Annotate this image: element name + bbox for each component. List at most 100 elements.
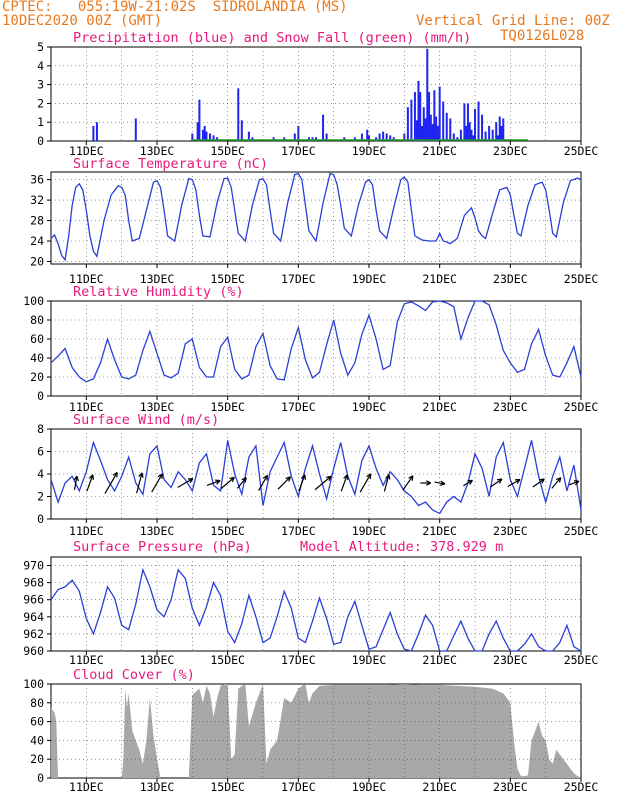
precip-bar — [502, 118, 505, 141]
y-tick-label: 0 — [37, 512, 44, 526]
y-tick-label: 60 — [30, 332, 44, 346]
cloud-cover-area — [51, 684, 581, 778]
precip-bar — [456, 137, 459, 141]
precip-bar — [368, 135, 370, 141]
wind-arrow — [86, 474, 94, 492]
series-line — [50, 300, 582, 383]
x-tick-label: 11DEC — [69, 524, 104, 538]
precip-bar — [496, 135, 499, 141]
wind-arrow — [277, 476, 291, 490]
precip-bar — [212, 135, 215, 141]
x-tick-label: 25DEC — [564, 272, 599, 286]
precip-bar — [325, 133, 328, 141]
wind-arrow — [73, 475, 79, 490]
precip-bar — [201, 129, 204, 141]
precip-bar — [198, 99, 201, 141]
x-tick-label: 19DEC — [352, 653, 387, 667]
y-tick-label: 100 — [23, 677, 44, 691]
wind-arrow — [220, 476, 235, 490]
y-tick-label: 20 — [30, 254, 44, 268]
y-tick-label: 3 — [37, 78, 44, 92]
x-tick-label: 23DEC — [493, 400, 528, 414]
x-tick-label: 13DEC — [140, 400, 175, 414]
series-line — [50, 172, 582, 262]
precip-bar — [438, 86, 441, 141]
precip-bar — [283, 137, 286, 141]
x-tick-label: 19DEC — [352, 524, 387, 538]
plot-frame — [50, 556, 582, 652]
precip-bar — [272, 137, 275, 141]
y-tick-label: 966 — [23, 593, 44, 607]
precip-bar — [382, 131, 385, 141]
precip-bar — [436, 125, 439, 141]
precip-bar — [465, 125, 468, 141]
precip-bar — [481, 114, 484, 141]
x-tick-label: 13DEC — [140, 144, 175, 158]
y-tick-label: 28 — [30, 214, 44, 228]
x-tick-label: 21DEC — [422, 653, 457, 667]
precip-bar — [385, 133, 388, 141]
precip-bar — [353, 137, 356, 141]
precip-bar — [422, 107, 425, 141]
x-tick-label: 23DEC — [493, 780, 528, 794]
precip-bar — [343, 137, 346, 141]
precip-bar — [311, 137, 314, 141]
y-tick-label: 40 — [30, 351, 44, 365]
panel-annotation: Model Altitude: 378.929 m — [300, 539, 503, 555]
y-tick-label: 80 — [30, 696, 44, 710]
x-tick-label: 13DEC — [140, 653, 175, 667]
header-grid-note: Vertical Grid Line: 00Z — [416, 13, 610, 29]
wind-arrow — [258, 474, 268, 491]
precip-bar — [307, 137, 310, 141]
precip-bar — [293, 133, 296, 141]
precip-bar — [191, 133, 194, 141]
wind-arrow — [568, 480, 580, 486]
y-tick-label: 968 — [23, 576, 44, 590]
y-tick-label: 2 — [37, 96, 44, 110]
wind-arrow — [402, 475, 414, 491]
precip-bar — [203, 125, 206, 141]
x-tick-label: 19DEC — [352, 400, 387, 414]
wind-arrow — [507, 478, 521, 488]
x-tick-label: 17DEC — [281, 144, 316, 158]
y-tick-label: 964 — [23, 610, 44, 624]
x-tick-label: 25DEC — [564, 400, 599, 414]
x-tick-label: 19DEC — [352, 272, 387, 286]
y-tick-label: 60 — [30, 715, 44, 729]
wind-arrow — [177, 478, 194, 488]
x-tick-label: 13DEC — [140, 272, 175, 286]
series-line — [50, 567, 582, 652]
wind-arrow — [340, 474, 349, 492]
wind-arrow — [298, 474, 306, 492]
y-tick-label: 20 — [30, 752, 44, 766]
precip-bar — [134, 118, 137, 141]
precip-bar — [392, 137, 395, 141]
panel-2: 20 24 28 32 36 11DEC 13DEC 15DEC 17DEC 19DEC 21DEC… — [30, 156, 598, 286]
precip-bar — [297, 125, 300, 141]
precip-bar — [366, 129, 369, 141]
x-tick-label: 13DEC — [140, 780, 175, 794]
wind-arrow — [359, 473, 372, 493]
precip-bar — [322, 114, 325, 141]
precip-bar — [92, 125, 95, 141]
y-tick-label: 40 — [30, 733, 44, 747]
wind-arrow — [532, 478, 545, 488]
precip-bar — [315, 137, 317, 141]
precip-bar — [463, 103, 466, 141]
precip-bar — [433, 90, 436, 141]
x-tick-label: 17DEC — [281, 400, 316, 414]
y-tick-label: 8 — [37, 422, 44, 436]
x-tick-label: 21DEC — [422, 780, 457, 794]
precip-bar — [413, 92, 416, 141]
y-tick-label: 5 — [37, 40, 44, 54]
precip-bar — [491, 129, 494, 141]
x-tick-label: 23DEC — [493, 653, 528, 667]
x-tick-label: 11DEC — [69, 400, 104, 414]
x-tick-label: 25DEC — [564, 653, 599, 667]
x-tick-label: 17DEC — [281, 780, 316, 794]
precip-bar — [498, 116, 501, 141]
precip-bar — [484, 131, 487, 141]
y-tick-label: 0 — [37, 389, 44, 403]
precip-bar — [389, 135, 392, 141]
wind-arrow — [434, 480, 446, 486]
